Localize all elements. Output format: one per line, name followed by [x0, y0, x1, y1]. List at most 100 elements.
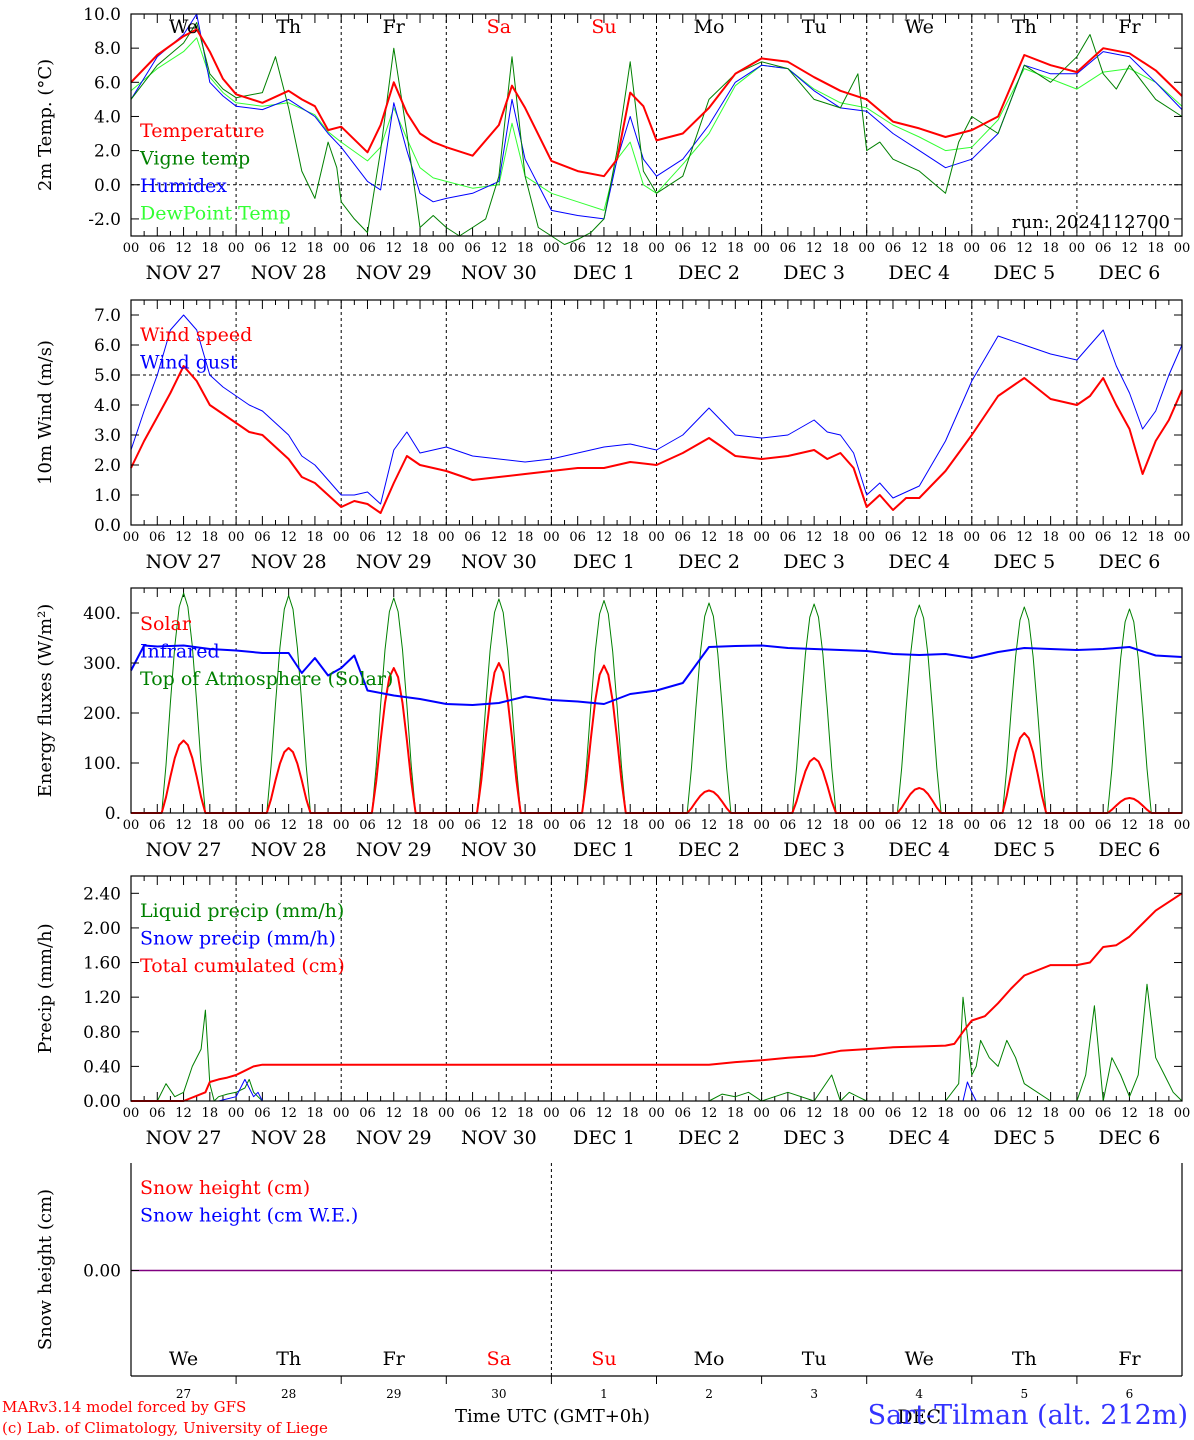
date-label: NOV 30: [461, 839, 537, 861]
hour-tick-label: 12: [491, 818, 508, 833]
y-tick-label: 0.00: [83, 1092, 121, 1112]
y-axis-title: 2m Temp. (°C): [35, 59, 56, 191]
hour-tick-label: 12: [701, 530, 718, 545]
hour-tick-label: 06: [675, 241, 692, 256]
date-label: DEC 2: [678, 262, 740, 284]
y-tick-label: 10.0: [83, 5, 121, 25]
hour-tick-label: 12: [911, 241, 928, 256]
hour-tick-label: 12: [385, 530, 402, 545]
hour-tick-label: 18: [412, 818, 429, 833]
y-tick-label: 0.0: [94, 176, 121, 196]
hour-tick-label: 12: [175, 530, 192, 545]
hour-tick-label: 00: [1174, 530, 1191, 545]
hour-tick-label: 12: [701, 241, 718, 256]
series-humidex-line: [130, 13, 1183, 220]
legend-entry: Snow precip (mm/h): [140, 928, 336, 950]
hour-tick-label: 12: [911, 818, 928, 833]
hour-tick-label: 12: [596, 818, 613, 833]
y-tick-label: 5.0: [94, 366, 121, 386]
hour-tick-label: 12: [1121, 1106, 1138, 1121]
y-tick-label: 3.0: [94, 426, 121, 446]
hour-tick-label: 06: [254, 818, 271, 833]
hour-tick-label: 12: [1121, 530, 1138, 545]
hour-tick-label: 06: [675, 818, 692, 833]
hour-tick-label: 00: [333, 1106, 350, 1121]
date-label: NOV 29: [356, 1127, 432, 1149]
hour-tick-label: 00: [648, 241, 665, 256]
y-axis-title: 10m Wind (m/s): [35, 340, 56, 485]
hour-tick-label: 00: [858, 530, 875, 545]
date-label: DEC 4: [888, 839, 950, 861]
weekday-label: Th: [1012, 16, 1037, 38]
hour-tick-label: 18: [1042, 530, 1059, 545]
hour-tick-label: 18: [1147, 241, 1164, 256]
date-label: DEC 3: [783, 1127, 845, 1149]
hour-tick-label: 12: [596, 530, 613, 545]
hour-tick-label: 18: [517, 241, 534, 256]
hour-tick-label: 12: [1121, 241, 1138, 256]
date-label: DEC 1: [573, 262, 635, 284]
y-tick-label: 1.0: [94, 486, 121, 506]
series-wind-speed-line: [130, 365, 1183, 514]
weekday-label: Sa: [487, 16, 511, 38]
hour-tick-label: 12: [385, 241, 402, 256]
series-total-cumulated-cm--line: [131, 892, 1183, 1102]
hour-tick-label: 00: [1069, 818, 1086, 833]
legend-entry: Total cumulated (cm): [140, 955, 345, 977]
hour-tick-label: 18: [202, 530, 219, 545]
panel-frame-1: [130, 13, 1183, 237]
hour-tick-label: 06: [1095, 241, 1112, 256]
date-label: DEC 2: [678, 839, 740, 861]
day-number-label: 27: [176, 1387, 191, 1401]
hour-tick-label: 06: [569, 530, 586, 545]
hour-tick-label: 06: [885, 530, 902, 545]
hour-tick-label: 18: [412, 1106, 429, 1121]
date-label: DEC 5: [993, 262, 1055, 284]
hour-tick-label: 06: [359, 1106, 376, 1121]
date-label: DEC 1: [573, 1127, 635, 1149]
weekday-label: Fr: [383, 16, 406, 38]
y-tick-label: 400.: [83, 604, 121, 624]
date-label: DEC 3: [783, 262, 845, 284]
hour-tick-label: 00: [333, 530, 350, 545]
hour-tick-label: 18: [937, 818, 954, 833]
hour-tick-label: 00: [228, 530, 245, 545]
hour-tick-label: 12: [175, 818, 192, 833]
hour-tick-label: 06: [569, 241, 586, 256]
hour-tick-label: 18: [202, 241, 219, 256]
hour-tick-label: 18: [202, 1106, 219, 1121]
hour-tick-label: 12: [491, 241, 508, 256]
hour-tick-label: 00: [543, 1106, 560, 1121]
hour-tick-label: 18: [937, 1106, 954, 1121]
x-axis-title: Time UTC (GMT+0h): [455, 1406, 650, 1427]
hour-tick-label: 18: [1042, 1106, 1059, 1121]
series-liquid-precip-mm-h--line: [131, 983, 1183, 1102]
hour-tick-label: 12: [1016, 530, 1033, 545]
legend-entry: Wind gust: [140, 352, 238, 374]
hour-tick-label: 06: [359, 241, 376, 256]
hour-tick-label: 12: [1121, 818, 1138, 833]
hour-tick-label: 18: [1147, 818, 1164, 833]
date-label: NOV 28: [251, 1127, 327, 1149]
y-tick-label: 6.0: [94, 73, 121, 93]
weekday-label: We: [169, 1348, 198, 1370]
hour-tick-label: 12: [280, 241, 297, 256]
hour-tick-label: 06: [254, 241, 271, 256]
hour-tick-label: 00: [648, 1106, 665, 1121]
hour-tick-label: 00: [333, 241, 350, 256]
hour-tick-label: 12: [806, 818, 823, 833]
y-tick-label: 200.: [83, 704, 121, 724]
weekday-label: Th: [276, 1348, 301, 1370]
hour-tick-label: 00: [228, 241, 245, 256]
legend-entry: Solar: [140, 613, 192, 635]
hour-tick-label: 06: [885, 818, 902, 833]
y-tick-label: 8.0: [94, 39, 121, 59]
y-axis-title: Snow height (cm): [35, 1189, 56, 1350]
hour-tick-label: 12: [491, 530, 508, 545]
hour-tick-label: 18: [622, 241, 639, 256]
hour-tick-label: 18: [727, 530, 744, 545]
hour-tick-label: 00: [438, 1106, 455, 1121]
hour-tick-label: 00: [123, 241, 140, 256]
y-tick-label: 1.20: [83, 988, 121, 1008]
y-axis-title: Precip (mm/h): [35, 923, 56, 1053]
